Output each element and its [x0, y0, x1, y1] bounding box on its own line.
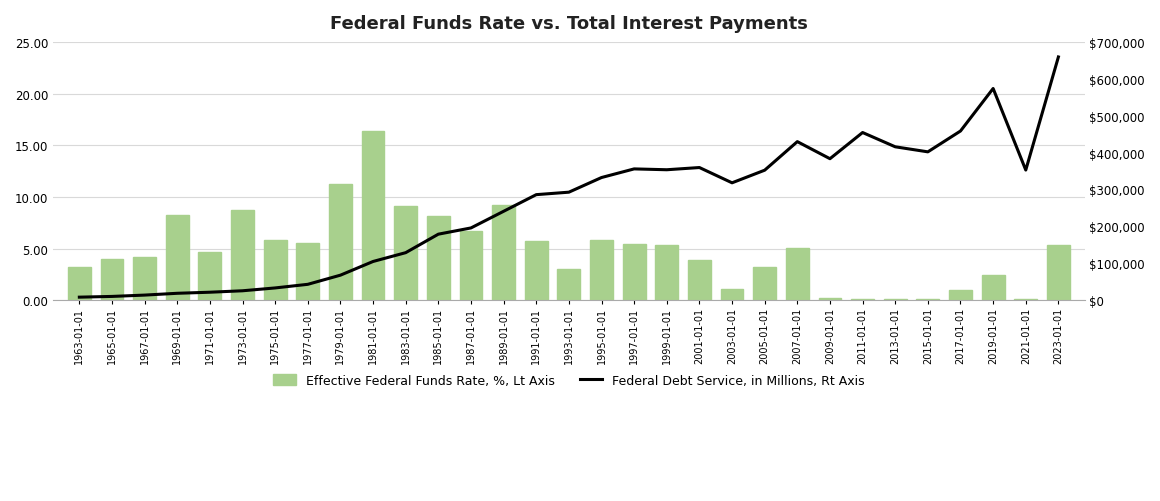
Bar: [198, 253, 222, 301]
Bar: [166, 216, 189, 301]
Bar: [427, 217, 450, 301]
Bar: [231, 210, 254, 301]
Bar: [101, 260, 123, 301]
Bar: [655, 245, 679, 301]
Bar: [1014, 300, 1037, 301]
Bar: [362, 132, 384, 301]
Bar: [916, 299, 940, 301]
Bar: [949, 290, 972, 301]
Bar: [981, 276, 1005, 301]
Bar: [558, 270, 580, 301]
Bar: [753, 268, 776, 301]
Bar: [68, 268, 90, 301]
Bar: [590, 240, 612, 301]
Bar: [492, 205, 515, 301]
Bar: [459, 232, 483, 301]
Bar: [133, 257, 157, 301]
Bar: [524, 242, 548, 301]
Legend: Effective Federal Funds Rate, %, Lt Axis, Federal Debt Service, in Millions, Rt : Effective Federal Funds Rate, %, Lt Axis…: [268, 369, 870, 392]
Bar: [688, 261, 711, 301]
Bar: [296, 243, 319, 301]
Bar: [720, 289, 744, 301]
Bar: [884, 300, 907, 301]
Bar: [819, 298, 841, 301]
Bar: [623, 244, 646, 301]
Bar: [263, 240, 287, 301]
Bar: [394, 207, 418, 301]
Bar: [786, 249, 809, 301]
Bar: [329, 185, 351, 301]
Bar: [851, 300, 873, 301]
Title: Federal Funds Rate vs. Total Interest Payments: Federal Funds Rate vs. Total Interest Pa…: [329, 15, 807, 33]
Bar: [1047, 245, 1070, 301]
